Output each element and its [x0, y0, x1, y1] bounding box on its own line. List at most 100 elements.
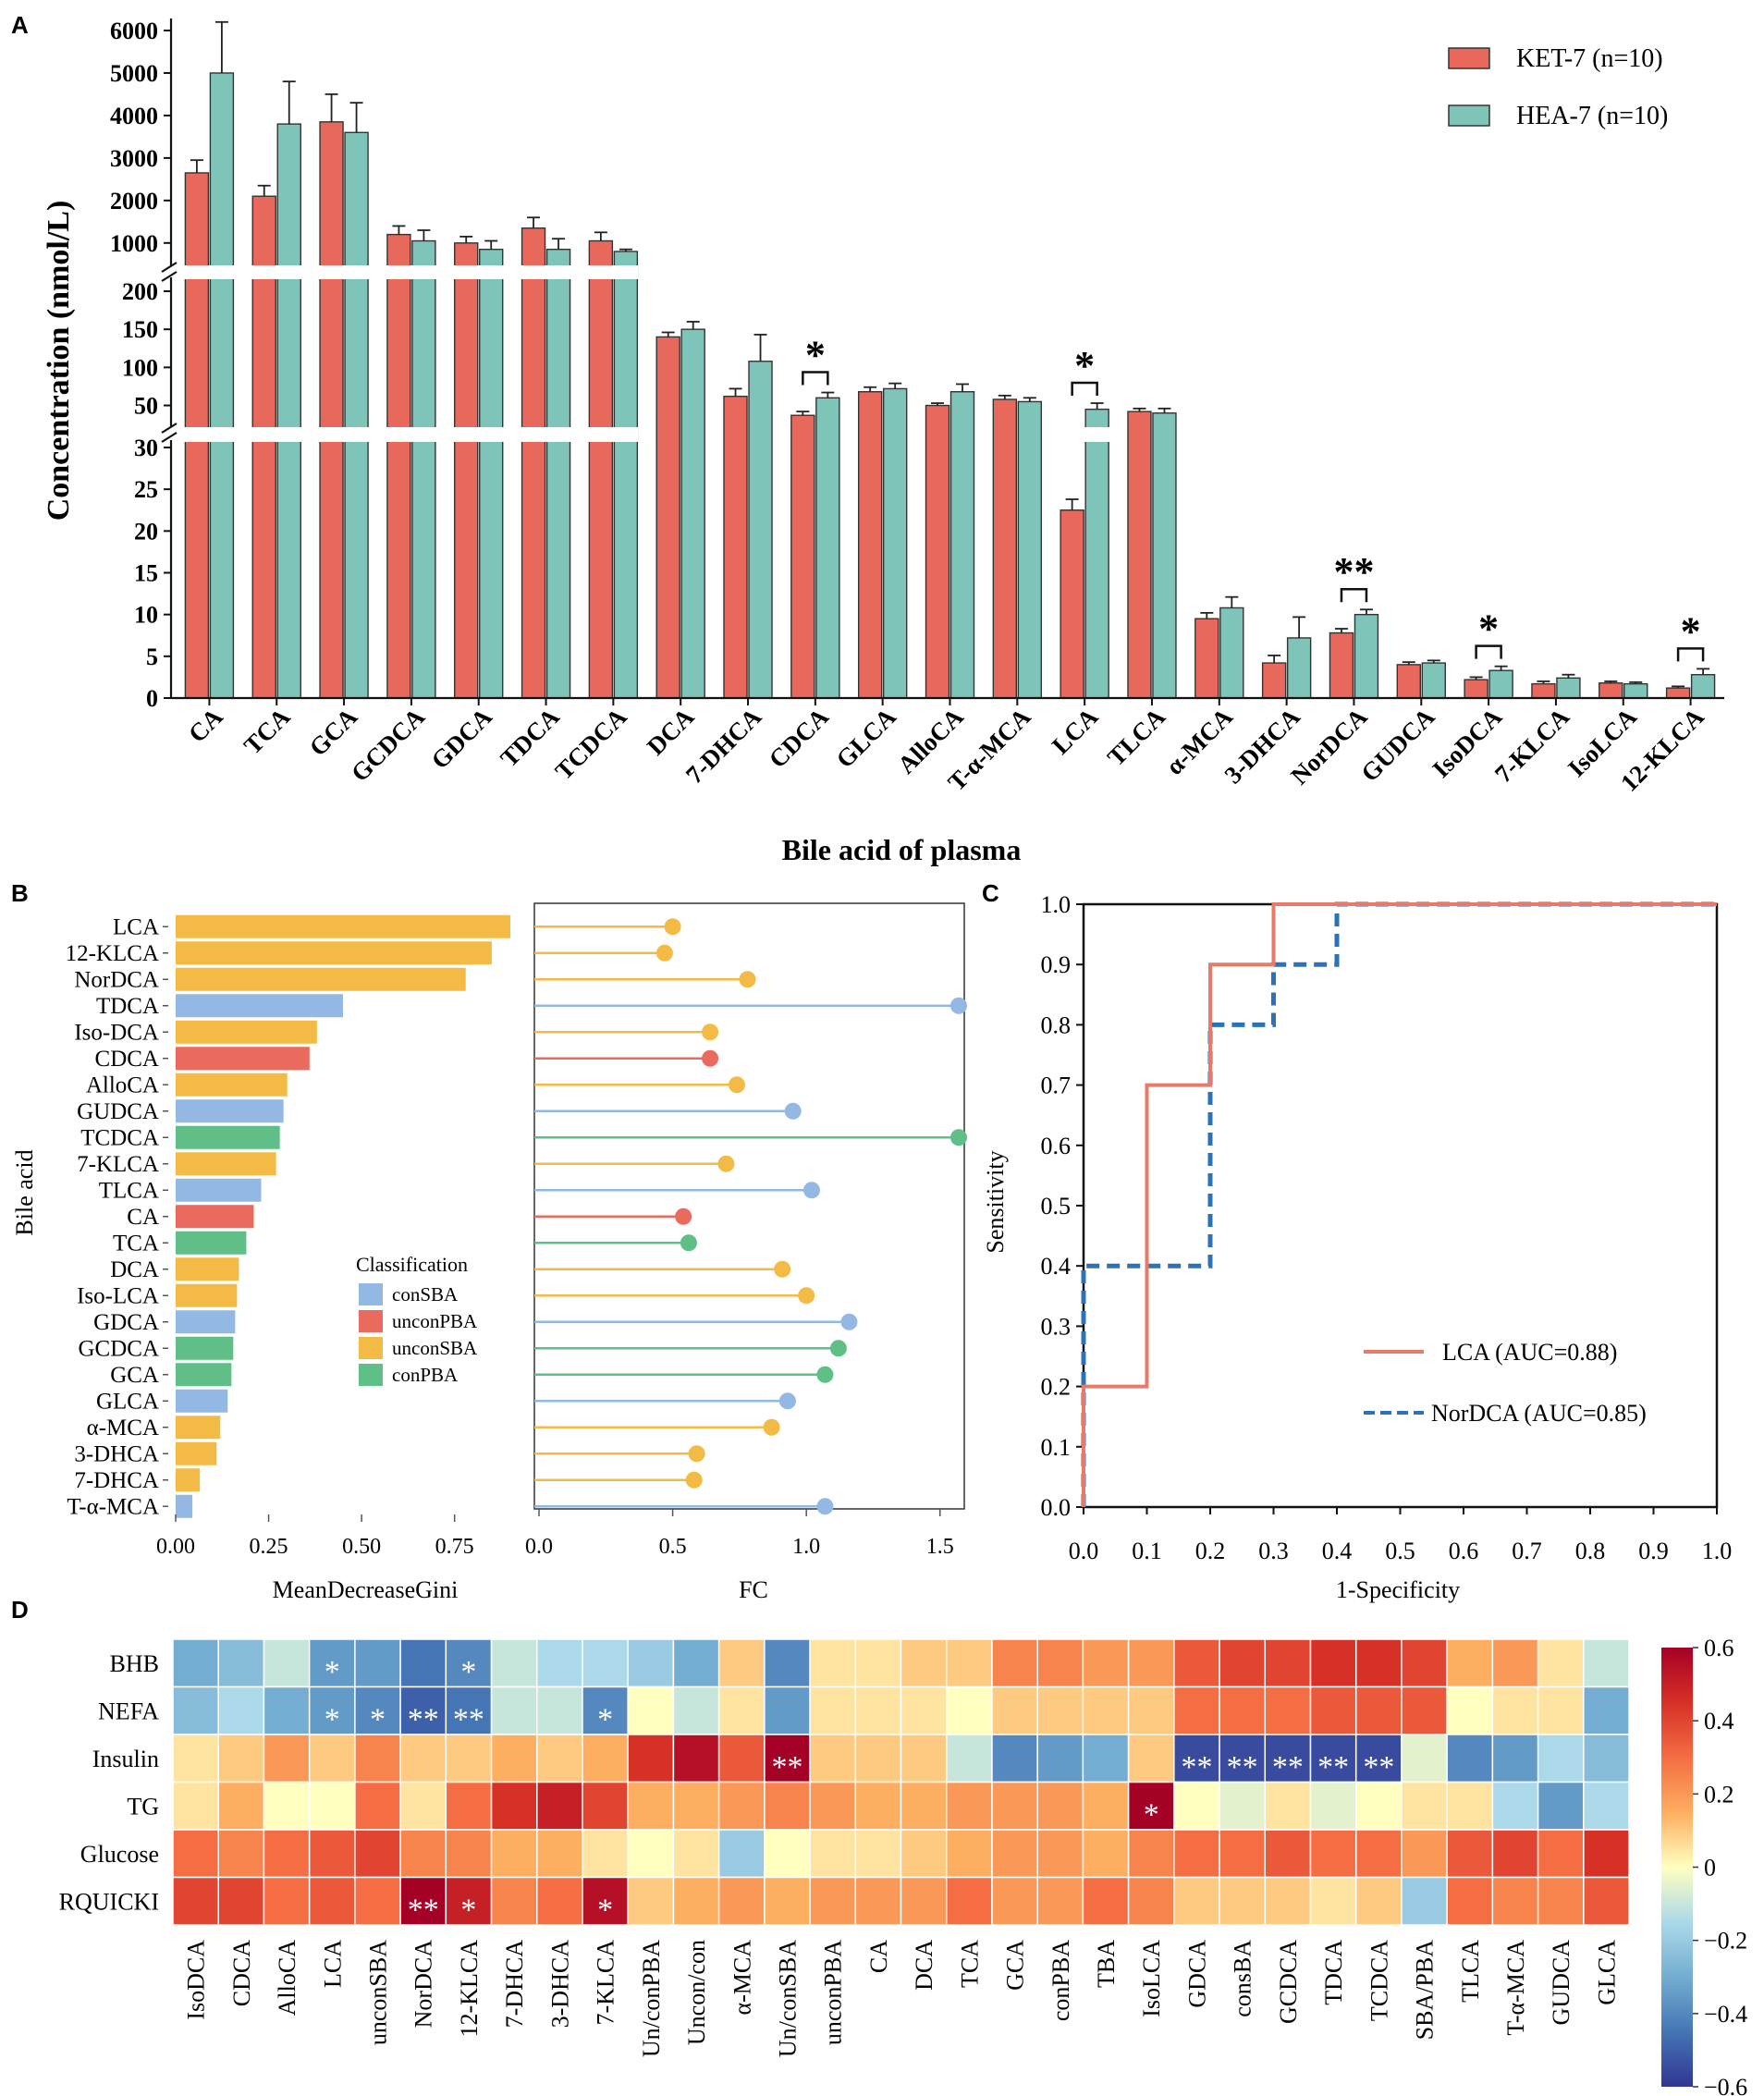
fc-dot-10	[802, 1182, 820, 1199]
bar-hea-6	[613, 251, 639, 699]
heat-cell-4-17	[945, 1829, 993, 1879]
b-ytick-label-10: TLCA	[99, 1178, 159, 1203]
gini-bar-18	[176, 1389, 228, 1413]
a-xtick-label-20: 7-KLCA	[1489, 703, 1575, 789]
fc-dot-22	[816, 1498, 834, 1515]
fc-dot-14	[798, 1287, 815, 1305]
c-xtick-label-4: 0.4	[1322, 1538, 1353, 1564]
legend-label-unconSBA: unconSBA	[392, 1337, 478, 1359]
heat-cell-1-27	[1401, 1685, 1448, 1735]
heat-col-label-13: Un/conSBA	[774, 1940, 801, 2057]
heat-cell-1-29	[1491, 1685, 1539, 1735]
legend-label-conSBA: conSBA	[392, 1283, 459, 1305]
heat-cell-2-6	[445, 1734, 493, 1783]
heat-col-label-27: SBA/PBA	[1412, 1940, 1439, 2041]
bar-hea-3	[411, 239, 436, 699]
b-right-xtick-label-0: 0.0	[525, 1535, 553, 1559]
heat-col-label-12: α-MCA	[729, 1940, 755, 2016]
a-ytick-label-2-1: 2000	[110, 188, 158, 215]
b-ytick-label-17: GCA	[110, 1363, 159, 1388]
b-ytick-label-18: GLCA	[96, 1389, 159, 1414]
panel-c-legend: LCA (AUC=0.88) NorDCA (AUC=0.85)	[1364, 1339, 1647, 1427]
fc-dot-16	[829, 1340, 847, 1357]
heat-cell-2-2	[263, 1734, 311, 1783]
a-ytick-label-1-0: 50	[134, 393, 158, 420]
gini-bar-7	[176, 1099, 284, 1123]
b-ytick-label-20: 3-DHCA	[74, 1441, 159, 1466]
a-xtick-label-8: 7-DHCA	[680, 703, 767, 790]
heat-col-label-30: GUDCA	[1548, 1940, 1574, 2026]
sig-label-0: *	[805, 333, 826, 378]
heat-cell-3-2	[263, 1781, 311, 1831]
heat-cell-4-0	[172, 1829, 219, 1879]
heat-cell-5-2	[263, 1876, 311, 1926]
heat-sig-1: *	[460, 1655, 476, 1689]
bar-hea-22	[1690, 674, 1716, 699]
b-ytick-label-15: GDCA	[93, 1310, 159, 1335]
heat-cell-4-7	[490, 1829, 538, 1879]
heat-cell-3-24	[1264, 1781, 1312, 1831]
b-left-xtick-label-1: 0.25	[250, 1535, 288, 1559]
heat-cell-3-17	[945, 1781, 993, 1831]
heat-cell-1-20	[1082, 1685, 1130, 1735]
c-xtick-label-0: 0.0	[1069, 1538, 1099, 1564]
b-ytick-label-7: GUDCA	[77, 1099, 159, 1124]
heat-cell-0-11	[672, 1638, 720, 1688]
heat-cell-0-5	[399, 1638, 447, 1688]
c-ytick-label-4: 0.4	[1041, 1253, 1072, 1280]
gini-bar-19	[176, 1416, 221, 1440]
b-ytick-label-22: T-α-MCA	[67, 1494, 159, 1519]
panel-label-d: D	[11, 1596, 29, 1624]
a-ytick-label-2-0: 1000	[110, 230, 158, 257]
heat-cell-0-17	[945, 1638, 993, 1688]
heat-cell-3-0	[172, 1781, 219, 1831]
heat-cell-3-16	[900, 1781, 948, 1831]
sig-label-3: *	[1478, 607, 1499, 652]
heat-col-label-5: NorDCA	[410, 1940, 437, 2029]
a-ytick-label-2-5: 6000	[110, 18, 158, 44]
heat-cell-2-13	[764, 1734, 811, 1783]
bar-hea-11	[949, 391, 975, 699]
fc-dot-0	[664, 918, 681, 936]
heat-col-label-22: GDCA	[1183, 1940, 1210, 2008]
heat-cell-5-7	[490, 1876, 538, 1926]
fc-dot-5	[702, 1049, 719, 1067]
heat-sig-12: **	[1363, 1750, 1394, 1784]
bar-ket-12	[992, 398, 1018, 699]
heat-cell-3-22	[1173, 1781, 1220, 1831]
bar-ket-9	[790, 414, 815, 699]
bar-ket-4	[454, 242, 479, 699]
heat-col-label-10: Un/conPBA	[638, 1940, 665, 2057]
heat-cell-5-28	[1446, 1876, 1494, 1926]
heat-cell-5-5	[399, 1876, 447, 1926]
heat-cell-4-24	[1264, 1829, 1312, 1879]
heat-col-label-28: TLCA	[1457, 1940, 1484, 2003]
legend-label-unconPBA: unconPBA	[392, 1310, 478, 1332]
b-ytick-label-16: GCDCA	[78, 1336, 159, 1361]
legend-label-lca: LCA (AUC=0.88)	[1442, 1339, 1617, 1366]
bar-ket-10	[857, 391, 883, 699]
panel-b: Bile acid MeanDecreaseGini FC LCA12-KLCA…	[11, 902, 967, 1603]
a-ytick-label-1-3: 200	[122, 278, 158, 305]
heat-sig-14: **	[408, 1893, 439, 1927]
bar-hea-8	[748, 361, 773, 699]
heat-sig-5: **	[453, 1702, 484, 1736]
gini-bar-13	[176, 1257, 239, 1281]
sig-bracket-4	[1676, 647, 1705, 662]
heat-cell-0-28	[1446, 1638, 1494, 1688]
heat-cell-2-19	[1036, 1734, 1084, 1783]
heat-row-label-2: Insulin	[92, 1746, 159, 1772]
heat-cell-1-10	[627, 1685, 675, 1735]
heat-cell-4-9	[582, 1829, 629, 1879]
a-ytick-label-2-4: 5000	[110, 60, 158, 87]
b-ytick-label-4: Iso-DCA	[74, 1020, 159, 1045]
a-xtick-label-1: TCA	[239, 703, 296, 760]
heat-sig-13: *	[1144, 1797, 1159, 1832]
heat-cell-2-30	[1537, 1734, 1585, 1783]
heat-cell-0-24	[1264, 1638, 1312, 1688]
fc-dot-8	[950, 1129, 967, 1146]
heat-cell-1-13	[764, 1685, 811, 1735]
b-ytick-label-9: 7-KLCA	[77, 1152, 159, 1177]
heat-col-label-18: GCA	[1002, 1940, 1029, 1991]
c-xtick-label-5: 0.5	[1385, 1538, 1415, 1564]
